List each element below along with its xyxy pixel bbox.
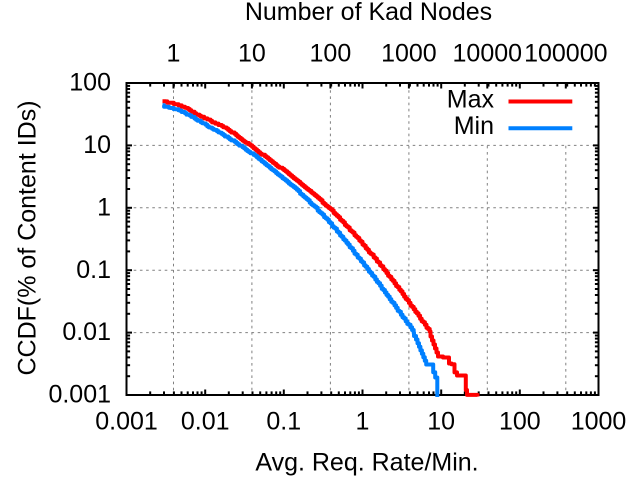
svg-text:1: 1 xyxy=(167,40,181,68)
svg-text:1: 1 xyxy=(356,407,370,435)
svg-text:Number of Kad Nodes: Number of Kad Nodes xyxy=(245,0,492,26)
svg-text:1000: 1000 xyxy=(571,407,627,435)
svg-text:0.001: 0.001 xyxy=(95,407,158,435)
svg-text:10: 10 xyxy=(427,407,455,435)
svg-text:Min: Min xyxy=(454,112,494,140)
svg-text:100: 100 xyxy=(310,40,352,68)
svg-text:10: 10 xyxy=(83,131,111,159)
svg-text:100: 100 xyxy=(69,69,111,97)
svg-text:0.01: 0.01 xyxy=(181,407,230,435)
svg-text:Avg. Req. Rate/Min.: Avg. Req. Rate/Min. xyxy=(255,448,478,476)
svg-text:10: 10 xyxy=(238,40,266,68)
svg-text:0.01: 0.01 xyxy=(62,318,111,346)
svg-text:100: 100 xyxy=(499,407,541,435)
svg-text:Max: Max xyxy=(447,85,495,113)
svg-text:0.1: 0.1 xyxy=(76,256,111,284)
svg-text:100000: 100000 xyxy=(524,40,607,68)
svg-text:0.1: 0.1 xyxy=(266,407,301,435)
svg-text:1000: 1000 xyxy=(381,40,437,68)
svg-text:10000: 10000 xyxy=(453,40,523,68)
svg-text:0.001: 0.001 xyxy=(48,381,111,409)
svg-text:CCDF(% of Content IDs): CCDF(% of Content IDs) xyxy=(14,100,42,375)
svg-text:1: 1 xyxy=(97,193,111,221)
